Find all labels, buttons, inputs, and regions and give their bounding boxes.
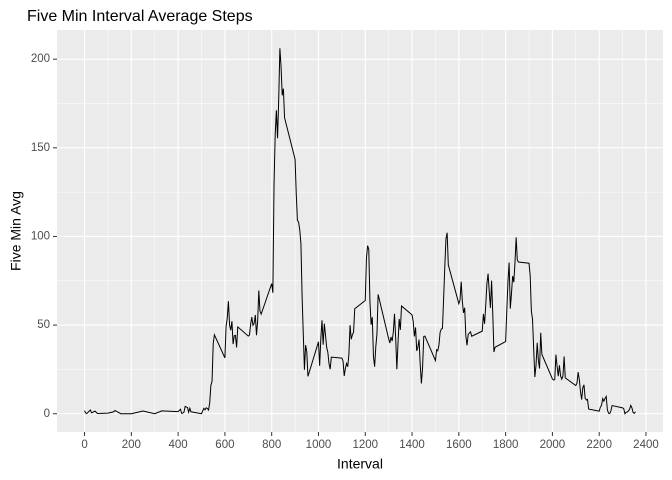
plot-panel xyxy=(57,30,663,432)
x-tick-label: 1600 xyxy=(446,439,472,451)
line xyxy=(84,48,636,415)
x-tick-label: 0 xyxy=(81,439,87,451)
y-tick-label: 100 xyxy=(31,230,50,242)
y-axis-title: Five Min Avg xyxy=(8,191,24,271)
y-tick-label: 200 xyxy=(31,53,50,65)
x-tick-label: 200 xyxy=(122,439,141,451)
x-tick-label: 400 xyxy=(169,439,188,451)
y-tick-label: 150 xyxy=(31,142,50,154)
x-tick-label: 1800 xyxy=(493,439,519,451)
chart-title: Five Min Interval Average Steps xyxy=(27,8,253,25)
x-tick-label: 600 xyxy=(215,439,234,451)
y-tick-label: 50 xyxy=(37,319,50,331)
x-tick-label: 1400 xyxy=(399,439,425,451)
x-tick-label: 2200 xyxy=(586,439,612,451)
y-tick-label: 0 xyxy=(44,408,50,420)
x-tick-label: 2400 xyxy=(633,439,659,451)
x-tick-label: 1200 xyxy=(352,439,378,451)
x-tick-label: 800 xyxy=(262,439,281,451)
x-tick-label: 1000 xyxy=(306,439,332,451)
x-tick-label: 2000 xyxy=(540,439,566,451)
x-axis-title: Interval xyxy=(337,456,383,472)
